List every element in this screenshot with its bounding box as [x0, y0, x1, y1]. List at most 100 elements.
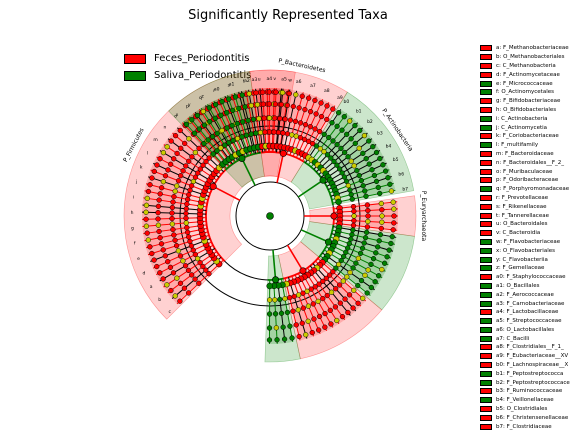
tree-node — [363, 193, 369, 199]
taxon-swatch — [480, 353, 492, 360]
taxon-label: b4: F_Veillonellaceae — [496, 397, 554, 404]
taxon-entry: b0: F_Lachnospiraceae__X — [480, 361, 576, 370]
tree-node — [164, 282, 170, 288]
tree-node — [335, 198, 342, 206]
tree-node — [189, 117, 195, 123]
tree-node — [351, 287, 357, 293]
taxon-label: d: F_Actinomycetaceae — [496, 71, 560, 78]
taxon-entry: e: F_Micrococcaceae — [480, 79, 576, 88]
taxon-label: k: F_Coriobacteriaceae — [496, 133, 559, 140]
tree-node — [266, 311, 273, 317]
taxon-entry: x: O_Flavobacteriales — [480, 246, 576, 255]
clade-label: P_Euryarchaeota — [420, 191, 427, 242]
tree-node — [147, 182, 153, 188]
tree-node — [316, 281, 322, 287]
taxon-swatch — [480, 106, 492, 113]
tree-node — [386, 247, 392, 253]
tree-node — [296, 105, 302, 111]
taxon-swatch — [480, 265, 492, 272]
tree-node — [183, 210, 189, 217]
tree-node — [183, 215, 189, 221]
tree-node — [361, 240, 367, 246]
taxon-label: i: C_Actinobacteria — [496, 115, 548, 122]
tree-node — [346, 240, 352, 247]
tree-node — [284, 131, 291, 137]
tree-node — [381, 260, 388, 266]
taxa-legend: a: F_Methanobacteriaceae b: O_Methanobact… — [480, 44, 576, 431]
tree-node — [155, 209, 161, 216]
tree-node — [143, 223, 150, 229]
tree-node — [171, 156, 177, 162]
taxon-swatch — [480, 318, 492, 325]
tree-node — [303, 332, 309, 338]
tree-node — [330, 138, 336, 144]
taxon-label: j: C_Actinomycetia — [496, 124, 548, 131]
tree-node — [273, 89, 279, 95]
taxon-entry: a5: F_Streptococcaceae — [480, 317, 576, 326]
tree-node — [143, 202, 150, 208]
tree-node — [333, 265, 339, 271]
tree-node — [318, 113, 325, 120]
tree-node — [172, 293, 178, 299]
taxon-label: r: F_Prevotellaceae — [496, 194, 549, 201]
tree-node — [206, 105, 213, 111]
tree-node — [365, 213, 371, 219]
tree-node — [331, 158, 337, 165]
tree-node — [279, 89, 286, 96]
taxon-entry: a4: F_Lactobacillaceae — [480, 308, 576, 317]
legend-item-feces: Feces_Periodontitis — [124, 50, 251, 67]
tree-node — [351, 163, 357, 169]
tree-node — [157, 191, 163, 197]
sector-letter: z — [201, 95, 204, 100]
tree-node — [192, 276, 198, 282]
taxon-entry: i: C_Actinobacteria — [480, 114, 576, 123]
tree-node — [364, 290, 370, 296]
taxon-swatch — [480, 62, 492, 69]
tree-node — [192, 251, 198, 258]
taxon-swatch — [480, 89, 492, 96]
tree-node — [214, 148, 220, 154]
taxon-swatch — [480, 423, 492, 430]
tree-node — [168, 287, 174, 294]
tree-node — [266, 337, 273, 343]
taxon-swatch — [480, 335, 492, 342]
tree-node — [253, 130, 259, 136]
tree-node — [345, 154, 351, 160]
tree-node — [169, 215, 175, 222]
taxon-label: b3: F_Ruminococcaceae — [496, 388, 563, 395]
tree-node — [250, 116, 257, 123]
tree-node — [297, 120, 304, 126]
tree-node — [371, 172, 378, 179]
branch-stem — [241, 158, 256, 186]
tree-node — [350, 305, 356, 311]
tree-node — [281, 336, 288, 342]
tree-node — [282, 296, 288, 302]
sector-letter: b0 — [344, 99, 350, 105]
tree-node — [206, 155, 212, 161]
root-node — [266, 212, 274, 220]
taxon-label: s: F_Rikenellaceae — [496, 203, 547, 210]
tree-node — [357, 250, 364, 256]
taxon-label: a9: F_Eubacteriaceae__XV — [496, 353, 569, 360]
tree-node — [349, 196, 355, 202]
tree-node — [349, 231, 355, 238]
taxon-swatch — [480, 80, 492, 87]
tree-node — [185, 234, 192, 240]
taxon-label: b2: F_Peptostreptococcace — [496, 379, 570, 386]
tree-node — [339, 313, 346, 320]
taxon-label: a1: O_Bacillales — [496, 282, 540, 289]
tree-node — [160, 247, 166, 253]
taxon-swatch — [480, 238, 492, 245]
tree-node — [356, 172, 362, 179]
taxon-entry: l: F_multifamily — [480, 141, 576, 150]
tree-node — [286, 90, 292, 97]
taxon-entry: u: O_Bacteroidales — [480, 220, 576, 229]
tree-node — [177, 280, 184, 286]
tree-node — [240, 119, 246, 125]
tree-node — [305, 95, 312, 101]
tree-node — [164, 144, 170, 150]
tree-node — [219, 98, 225, 105]
tree-node — [177, 127, 183, 134]
tree-node — [236, 105, 242, 112]
tree-node — [256, 115, 262, 122]
